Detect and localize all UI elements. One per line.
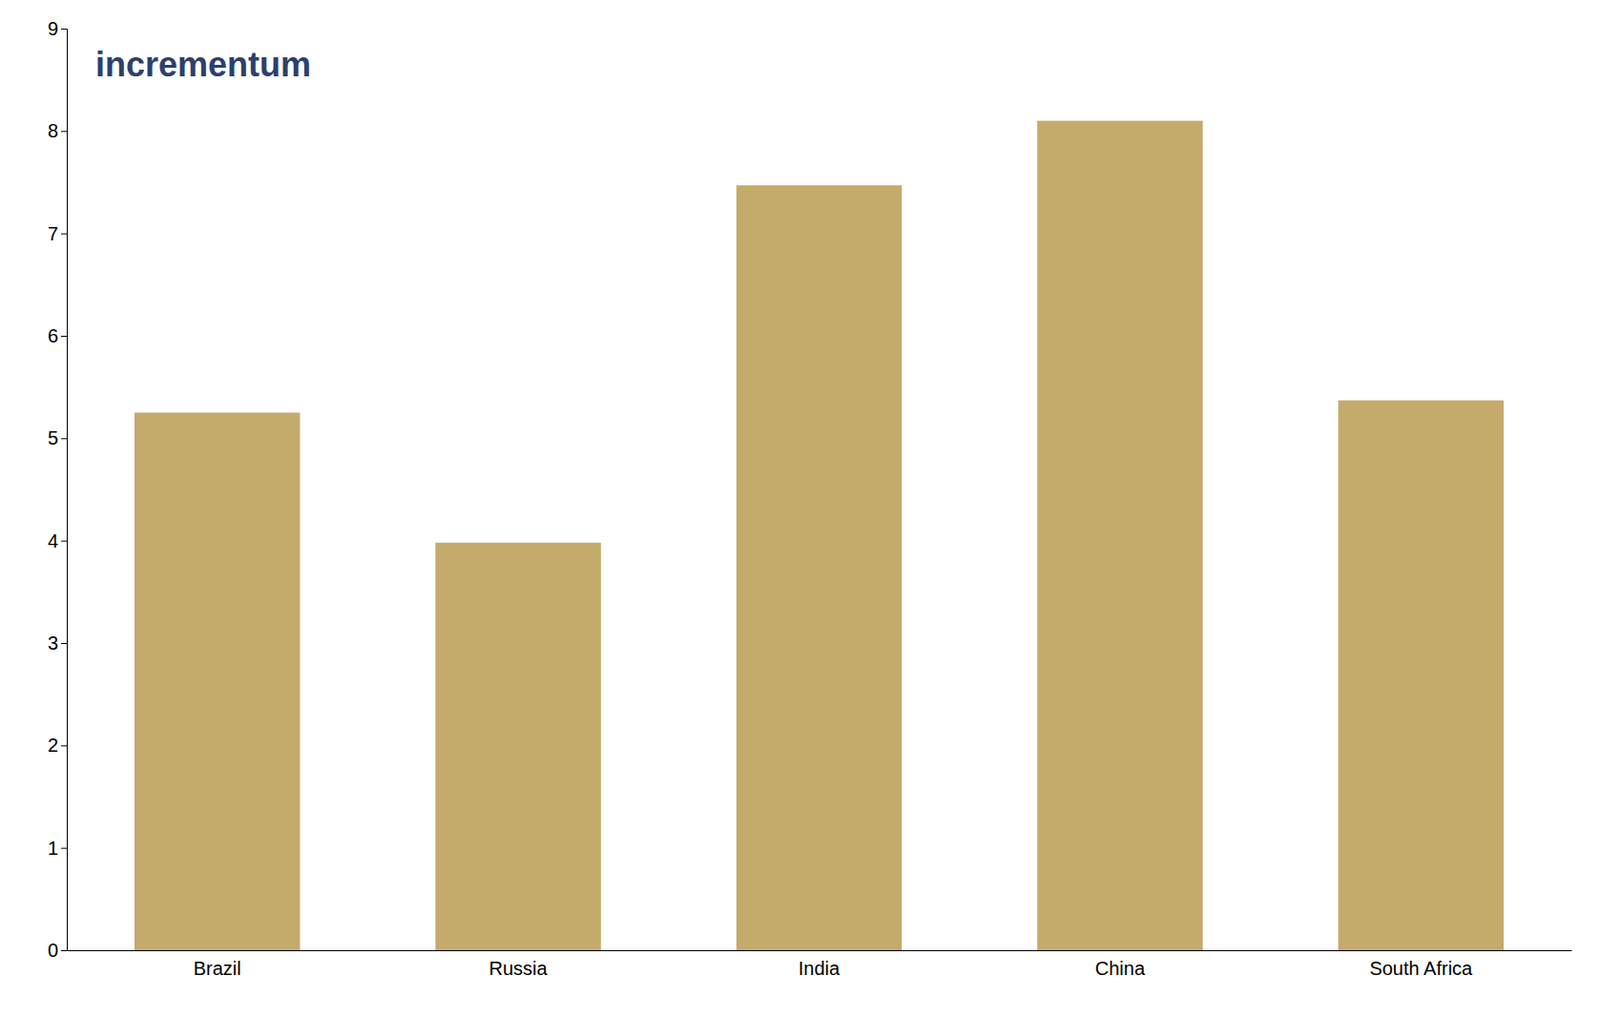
y-tick-label: 4 — [47, 530, 59, 552]
y-tick-mark — [61, 643, 67, 645]
y-tick: 0 — [47, 939, 67, 961]
x-tick: Brazil — [193, 950, 242, 979]
y-tick: 5 — [47, 427, 67, 449]
y-axis-line — [61, 29, 68, 952]
y-tick-mark — [61, 848, 67, 850]
x-tick-label: Brazil — [193, 957, 242, 979]
x-tick: China — [1095, 950, 1146, 979]
logo-text: incrementum — [95, 44, 312, 84]
y-tick-label: 0 — [47, 939, 59, 961]
y-tick: 1 — [47, 837, 67, 859]
chart: 0 1 2 3 4 5 6 7 8 9 Brazil Russia India China South Af… — [0, 0, 1600, 1017]
y-tick-label: 6 — [47, 325, 59, 347]
y-tick-mark — [61, 335, 67, 337]
y-tick-mark — [61, 130, 67, 132]
bar — [736, 185, 902, 951]
y-tick-mark — [61, 745, 67, 747]
bar — [1338, 400, 1504, 951]
y-tick-label: 3 — [47, 632, 59, 654]
y-tick-label: 7 — [47, 223, 59, 245]
x-tick: Russia — [489, 950, 549, 979]
y-axis: 0 1 2 3 4 5 6 7 8 9 — [47, 18, 68, 961]
x-axis-line — [67, 950, 1573, 952]
y-tick-label: 2 — [47, 734, 59, 756]
bars — [134, 121, 1504, 951]
x-tick: South Africa — [1369, 950, 1474, 979]
y-tick: 8 — [47, 120, 67, 142]
x-tick: India — [798, 950, 841, 979]
y-tick-mark — [61, 28, 67, 30]
y-tick: 4 — [47, 530, 67, 552]
y-tick: 7 — [47, 223, 67, 245]
y-tick: 6 — [47, 325, 67, 347]
bar — [1037, 121, 1203, 951]
y-tick-mark — [61, 437, 67, 439]
y-tick: 2 — [47, 734, 67, 756]
bar — [134, 413, 300, 952]
x-axis: Brazil Russia India China South Africa — [67, 950, 1573, 979]
y-tick: 3 — [47, 632, 67, 654]
y-tick-label: 5 — [47, 427, 59, 449]
y-tick-mark — [61, 540, 67, 542]
y-tick-label: 8 — [47, 120, 59, 142]
y-tick-mark — [61, 950, 67, 952]
y-tick-mark — [61, 233, 67, 235]
x-tick-label: India — [798, 957, 841, 979]
x-tick-label: South Africa — [1369, 957, 1474, 979]
x-tick-label: Russia — [489, 957, 549, 979]
bar — [435, 542, 601, 951]
y-tick-label: 1 — [47, 837, 59, 859]
x-tick-label: China — [1095, 957, 1146, 979]
plot: 0 1 2 3 4 5 6 7 8 9 Brazil Russia India China South Af… — [47, 18, 1573, 979]
y-tick-label: 9 — [47, 18, 59, 40]
annotations: incrementum — [95, 44, 312, 84]
y-tick: 9 — [47, 18, 67, 40]
